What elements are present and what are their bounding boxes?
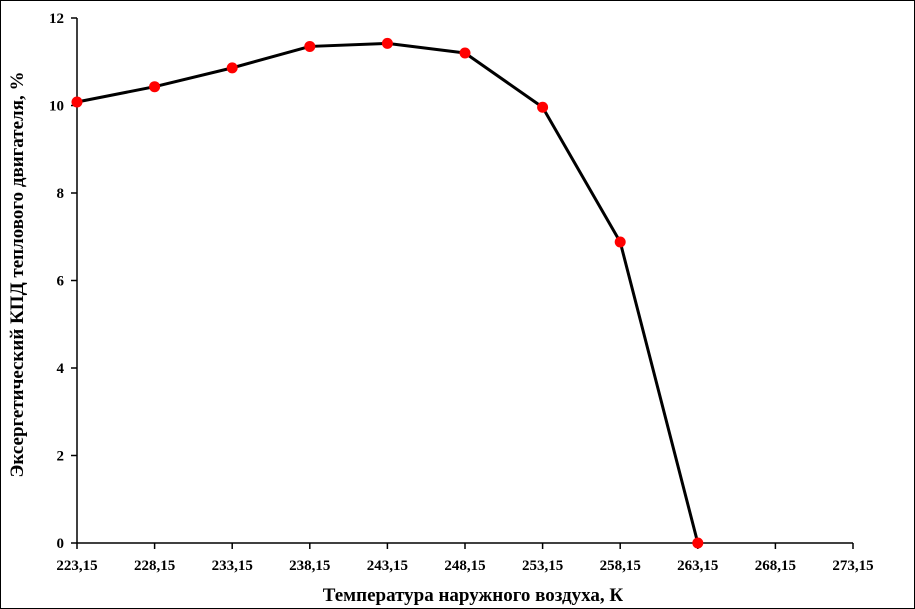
y-tick-label: 0 xyxy=(57,536,65,552)
x-tick-label: 243,15 xyxy=(367,558,408,574)
x-ticks: 223,15 228,15 233,15 238,15 243,15 248,15 253,… xyxy=(56,543,874,574)
y-tick-label: 12 xyxy=(49,11,64,27)
x-axis-title: Температура наружного воздуха, К xyxy=(323,585,624,606)
y-tick-label: 2 xyxy=(57,449,65,465)
y-ticks: 0 2 4 6 8 10 12 xyxy=(49,11,77,552)
x-tick-label: 228,15 xyxy=(134,558,175,574)
x-tick-label: 263,15 xyxy=(677,558,718,574)
data-point xyxy=(614,236,626,248)
data-point xyxy=(304,40,316,52)
x-tick-label: 238,15 xyxy=(289,558,330,574)
x-tick-label: 248,15 xyxy=(444,558,485,574)
x-tick-label: 273,15 xyxy=(832,558,873,574)
y-tick-label: 6 xyxy=(57,274,65,290)
data-point xyxy=(226,62,238,74)
series-layer xyxy=(71,37,704,549)
x-tick-label: 253,15 xyxy=(522,558,563,574)
data-point xyxy=(71,96,83,108)
y-tick-label: 8 xyxy=(57,186,65,202)
x-tick-label: 258,15 xyxy=(600,558,641,574)
data-point xyxy=(149,81,161,93)
x-tick-label: 268,15 xyxy=(755,558,796,574)
data-point xyxy=(537,101,549,113)
data-point xyxy=(692,537,704,549)
axes xyxy=(76,18,853,544)
y-axis-title: Эксергетический КПД теплового двигателя,… xyxy=(7,72,28,478)
y-tick-label: 10 xyxy=(49,99,64,115)
data-point xyxy=(459,47,471,59)
series-line xyxy=(76,41,700,544)
x-tick-label: 233,15 xyxy=(212,558,253,574)
x-tick-label: 223,15 xyxy=(56,558,97,574)
data-point xyxy=(381,37,393,49)
y-tick-label: 4 xyxy=(57,361,65,377)
